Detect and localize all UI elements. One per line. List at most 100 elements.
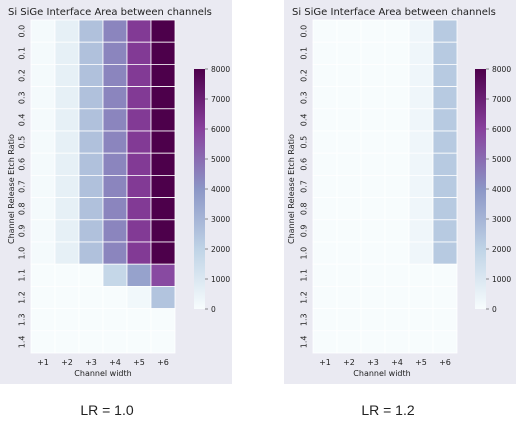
colorbar-tick-label: 8000 (211, 65, 230, 74)
heatmap-cell (432, 308, 458, 332)
y-tick-label: 1.4 (300, 336, 309, 349)
heatmap-cell (126, 108, 152, 132)
heatmap-cell (432, 152, 458, 176)
heatmap-cell (126, 174, 152, 198)
heatmap-cell (54, 174, 80, 198)
heatmap-cell (432, 108, 458, 132)
y-tick-label: 0.6 (18, 158, 27, 171)
heatmap-cell (384, 308, 410, 332)
heatmap-cell (432, 197, 458, 221)
heatmap-cell (126, 64, 152, 88)
heatmap-cell (408, 64, 434, 88)
x-tick-label: +4 (391, 358, 403, 367)
heatmap-svg: 0.0 0.1 0.2 0.3 0.4 0.5 0.6 0.7 0.8 0.9 1.0 1.1 1.2 1… (300, 19, 511, 367)
heatmap-cell (336, 330, 362, 354)
colorbar-tick-label: 0 (211, 305, 216, 314)
heatmap-cell (336, 86, 362, 110)
heatmap-cell (30, 130, 56, 154)
heatmap-cell (432, 19, 458, 43)
heatmap-cell (408, 285, 434, 309)
heatmap-cell (384, 108, 410, 132)
heatmap-cell (150, 86, 176, 110)
x-tick-label: +3 (367, 358, 379, 367)
heatmap-cell (360, 86, 386, 110)
heatmap-cell (78, 285, 104, 309)
colorbar-tick-label: 2000 (492, 245, 511, 254)
heatmap-cell (54, 152, 80, 176)
heatmap-cell (102, 219, 128, 243)
y-tick-label: 1.0 (18, 247, 27, 260)
colorbar-tick-label: 5000 (211, 155, 230, 164)
heatmap-cell (30, 330, 56, 354)
colorbar-tick-label: 8000 (492, 65, 511, 74)
colorbar (475, 69, 486, 309)
heatmap-panel-lr-1-2: Si SiGe Interface Area between channels … (284, 0, 516, 384)
heatmap-cell (150, 330, 176, 354)
heatmap-cell (126, 285, 152, 309)
heatmap-cell (54, 263, 80, 287)
colorbar-tick-label: 4000 (211, 185, 230, 194)
heatmap-cell (78, 86, 104, 110)
heatmap-cell (150, 285, 176, 309)
heatmap-cell (312, 152, 338, 176)
y-tick-label: 0.0 (18, 25, 27, 38)
heatmap-cell (336, 308, 362, 332)
heatmap-cell (312, 64, 338, 88)
heatmap-cell (102, 130, 128, 154)
heatmap-cell (102, 308, 128, 332)
heatmap-cell (126, 263, 152, 287)
heatmap-cell (150, 263, 176, 287)
caption-lr-1-2: LR = 1.2 (361, 402, 415, 418)
heatmap-cell (78, 219, 104, 243)
heatmap-cell (30, 152, 56, 176)
heatmap-cell (336, 197, 362, 221)
heatmap-cell (126, 41, 152, 65)
heatmap-cell (336, 241, 362, 265)
heatmap-cell (30, 174, 56, 198)
heatmap-cell (408, 19, 434, 43)
y-tick-label: 0.5 (18, 136, 27, 149)
heatmap-cell (432, 219, 458, 243)
heatmap-cell (336, 41, 362, 65)
heatmap-cell (408, 263, 434, 287)
heatmap-cell (30, 86, 56, 110)
heatmap-cell (30, 64, 56, 88)
heatmap-cell (384, 330, 410, 354)
heatmap-cell (432, 174, 458, 198)
heatmap-cell (150, 130, 176, 154)
chart-title: Si SiGe Interface Area between channels (292, 7, 496, 18)
heatmap-cell (30, 285, 56, 309)
heatmap-cell (30, 197, 56, 221)
x-axis-label: Channel width (353, 369, 411, 378)
heatmap-cell (150, 197, 176, 221)
heatmap-cell (102, 241, 128, 265)
heatmap-cell (102, 19, 128, 43)
heatmap-cell (312, 308, 338, 332)
heatmap-cell (360, 308, 386, 332)
heatmap-cell (360, 130, 386, 154)
heatmap-cell (102, 64, 128, 88)
heatmap-cell (30, 263, 56, 287)
heatmap-cell (150, 152, 176, 176)
heatmap-cell (150, 219, 176, 243)
x-axis-label: Channel width (74, 369, 132, 378)
y-tick-label: 0.4 (300, 114, 309, 127)
heatmap-cell (150, 108, 176, 132)
heatmap-cell (408, 41, 434, 65)
y-tick-label: 0.1 (18, 47, 27, 60)
heatmap-cell (150, 19, 176, 43)
heatmap-cell (54, 19, 80, 43)
heatmap-cell (432, 330, 458, 354)
heatmap-cell (126, 152, 152, 176)
heatmap-cell (408, 130, 434, 154)
heatmap-cell (126, 19, 152, 43)
heatmap-cell (336, 219, 362, 243)
heatmap-cell (312, 330, 338, 354)
heatmap-cell (336, 174, 362, 198)
heatmap-cell (360, 152, 386, 176)
heatmap-cell (102, 263, 128, 287)
heatmap-cell (432, 41, 458, 65)
heatmap-cell (126, 86, 152, 110)
heatmap-cell (360, 41, 386, 65)
y-tick-label: 1.2 (18, 291, 27, 304)
